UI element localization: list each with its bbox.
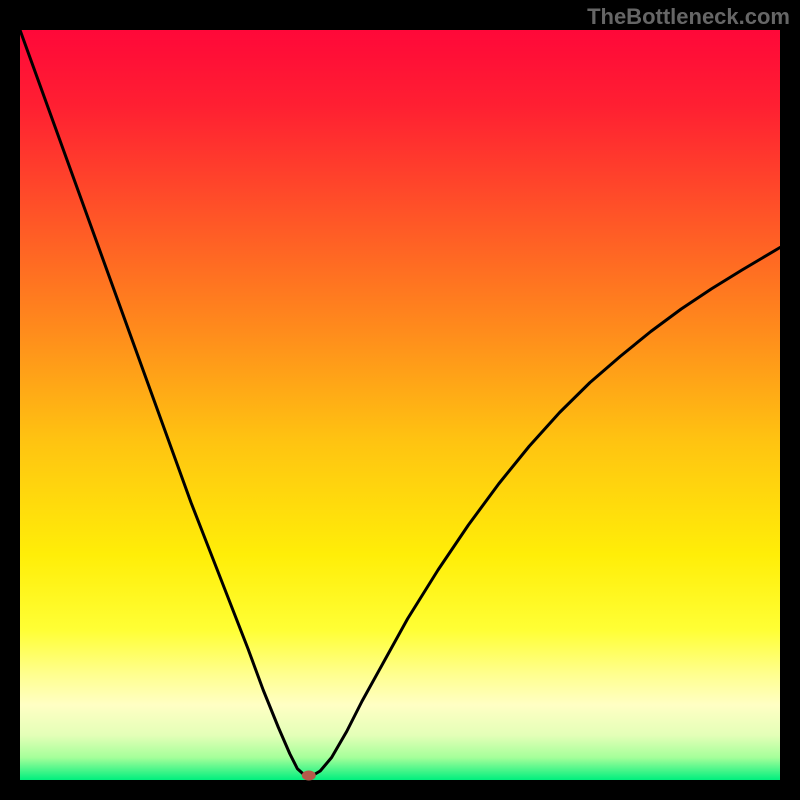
chart-container: TheBottleneck.com	[0, 0, 800, 800]
plot-area	[20, 30, 780, 780]
watermark-text: TheBottleneck.com	[587, 4, 790, 30]
bottleneck-chart	[0, 0, 800, 800]
optimal-marker	[302, 771, 316, 781]
